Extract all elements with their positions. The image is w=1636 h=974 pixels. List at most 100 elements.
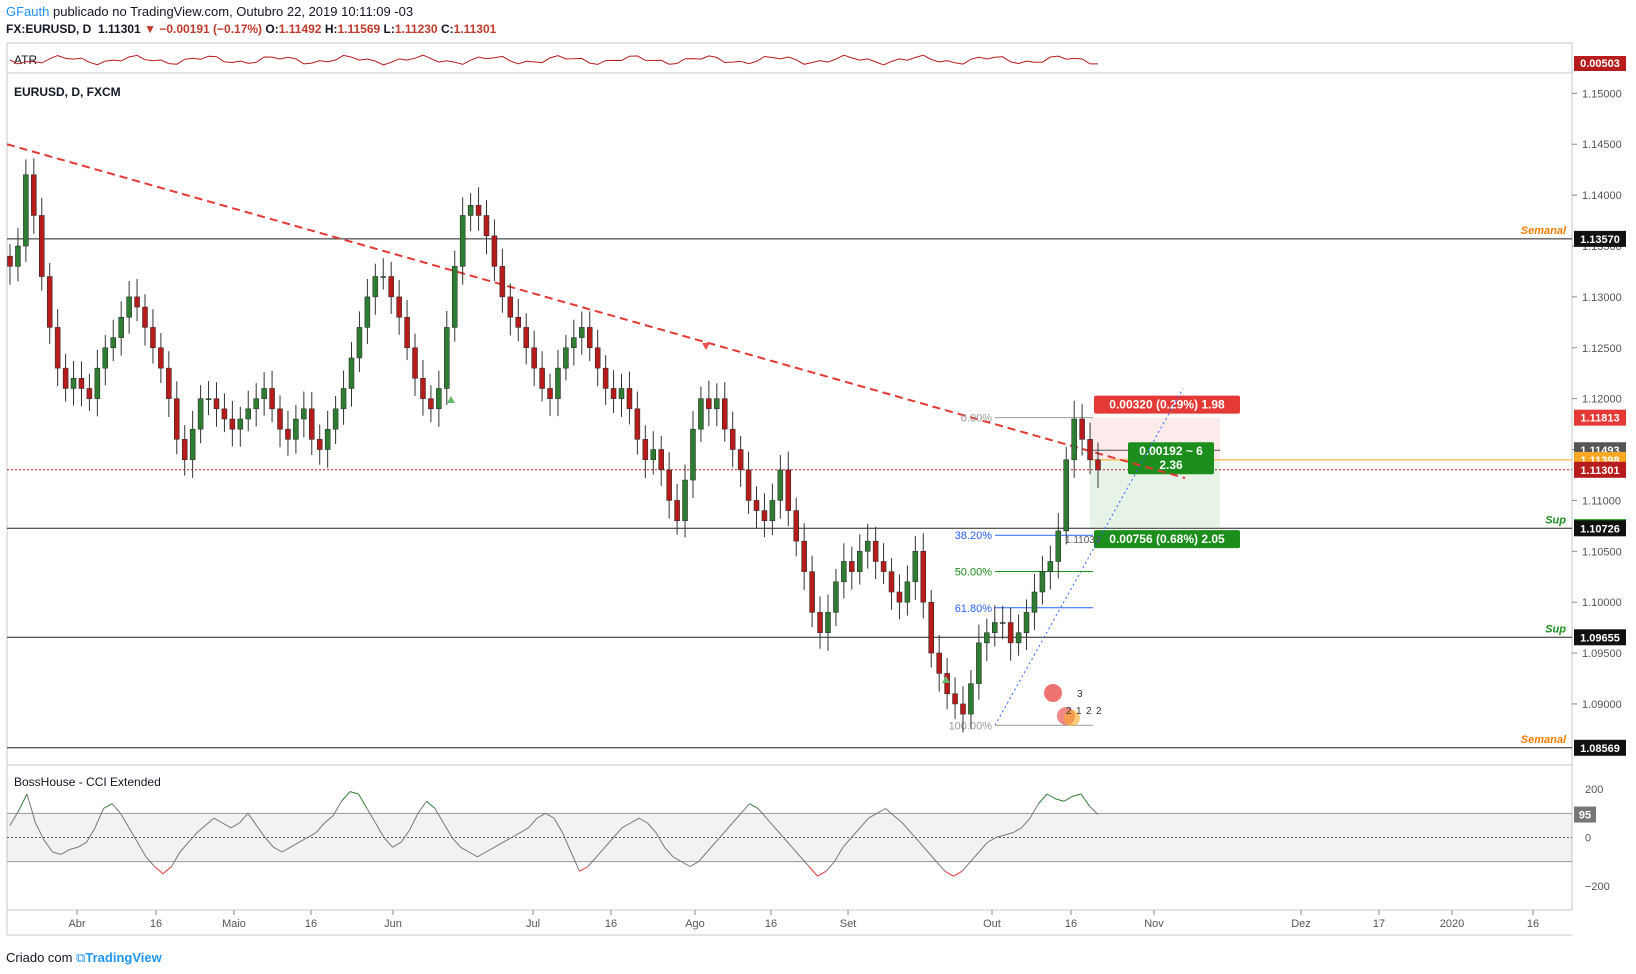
cci-segment (417, 800, 427, 814)
cci-segment (94, 808, 104, 829)
candle-body (586, 327, 593, 349)
cci-segment (970, 851, 980, 862)
candle-body (150, 327, 156, 349)
candle-body (356, 327, 363, 359)
event-count: 1 (1076, 706, 1082, 717)
candle-body (682, 479, 688, 522)
candle-body (467, 205, 474, 216)
target-label-bg (1094, 530, 1240, 549)
cci-segment (256, 825, 266, 838)
candle-body (380, 276, 387, 278)
cci-segment (1055, 798, 1065, 802)
cci-segment (1089, 805, 1099, 815)
cci-segment (349, 791, 359, 795)
price-axis-label: 1.13000 (1582, 292, 1622, 304)
candle-body (610, 388, 617, 399)
candle-body (1007, 622, 1014, 644)
cci-segment (604, 837, 614, 848)
cci-value-label: 95 (1579, 810, 1591, 822)
cci-segment (502, 837, 512, 843)
cci-segment (1080, 793, 1090, 807)
candle-body (158, 347, 164, 369)
cci-segment (86, 827, 96, 843)
cci-segment (9, 810, 19, 826)
time-axis-label: 16 (150, 918, 162, 930)
symbol-label: FX:EURUSD, D (6, 22, 92, 36)
event-count: 2 (1086, 706, 1092, 717)
cci-segment (298, 837, 308, 843)
cci-segment (120, 813, 130, 829)
fib-label-1: 38.20% (955, 530, 993, 542)
candle-body (46, 276, 53, 328)
time-axis-label: Dez (1291, 918, 1311, 930)
candle-body (904, 581, 911, 603)
candle-body (253, 398, 259, 410)
atr-label: ATR (14, 53, 37, 67)
candle-body (340, 388, 347, 410)
cci-axis-label: −200 (1585, 881, 1610, 893)
price-tag-label: 1.13570 (1580, 234, 1620, 246)
price-tag-bg (1574, 461, 1626, 478)
cci-segment (732, 813, 742, 824)
footer-prefix: Criado com (6, 950, 73, 965)
time-axis-label: Maio (222, 918, 246, 930)
cci-segment (188, 832, 198, 843)
candle-body (174, 398, 180, 440)
candle-body (658, 449, 664, 471)
cci-segment (715, 832, 725, 843)
footer-brand[interactable]: TradingView (85, 950, 162, 965)
cci-segment (630, 817, 640, 824)
candle-body (761, 510, 768, 522)
candle-body (531, 347, 537, 369)
candle-body (793, 510, 799, 542)
candle-body (880, 561, 887, 572)
price-axis-label: 1.10000 (1582, 597, 1622, 609)
cci-segment (247, 813, 257, 826)
candle-body (181, 439, 188, 460)
cci-segment (919, 842, 929, 853)
cci-segment (842, 837, 852, 848)
candle-body (896, 591, 903, 603)
cci-segment (222, 822, 232, 829)
candle-body (269, 388, 275, 410)
cci-segment (613, 827, 623, 838)
candle-body (1063, 459, 1069, 532)
candle-body (968, 683, 974, 715)
cci-segment (545, 812, 555, 819)
candle-body (134, 296, 140, 308)
candle-body (594, 347, 601, 369)
cci-segment (1038, 793, 1048, 804)
cci-segment (213, 817, 223, 824)
cci-segment (137, 842, 147, 858)
cci-segment (528, 817, 538, 829)
candle-body (324, 428, 331, 450)
main-title: EURUSD, D, FXCM (14, 85, 121, 99)
candle-body (197, 398, 204, 430)
price-tag-bg (1574, 409, 1626, 426)
cci-segment (995, 834, 1005, 838)
candle-body (626, 388, 633, 410)
candle-body (420, 378, 426, 399)
author-name[interactable]: GFauth (6, 4, 50, 19)
candle-body (451, 266, 458, 328)
cci-segment (1004, 832, 1014, 836)
cci-segment (910, 832, 920, 843)
candle-body (960, 703, 966, 715)
cci-segment (145, 856, 155, 867)
candle-body (245, 408, 251, 420)
level-label-3: Semanal (1521, 734, 1567, 746)
candle-body (436, 388, 442, 410)
candle-body (1047, 561, 1054, 572)
cci-segment (315, 822, 325, 833)
candle-body (944, 673, 950, 695)
candle-body (31, 174, 37, 216)
candle-body (348, 357, 355, 389)
candle-body (86, 388, 93, 399)
cci-segment (953, 870, 963, 877)
cci-segment (749, 803, 759, 809)
event-count: 2 (1066, 706, 1072, 717)
candle-body (864, 540, 871, 552)
candle-body (499, 266, 506, 298)
cci-segment (587, 856, 597, 867)
